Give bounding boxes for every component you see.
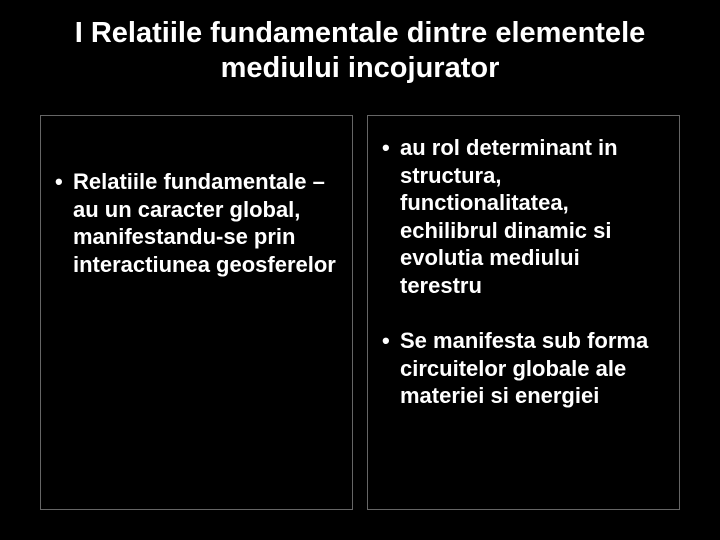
list-item-text: Se manifesta sub forma circuitelor globa… (400, 327, 665, 410)
left-column: • Relatiile fundamentale – au un caracte… (40, 115, 353, 510)
bullet-icon: • (55, 168, 73, 196)
list-item: • Relatiile fundamentale – au un caracte… (55, 168, 338, 278)
list-item-text: au rol determinant in structura, functio… (400, 134, 665, 299)
left-list: • Relatiile fundamentale – au un caracte… (55, 168, 338, 278)
right-list: • au rol determinant in structura, funct… (382, 134, 665, 410)
slide: I Relatiile fundamentale dintre elemente… (0, 0, 720, 540)
right-column: • au rol determinant in structura, funct… (367, 115, 680, 510)
list-item-text: Relatiile fundamentale – au un caracter … (73, 168, 338, 278)
list-item: • au rol determinant in structura, funct… (382, 134, 665, 299)
bullet-icon: • (382, 327, 400, 355)
slide-title: I Relatiile fundamentale dintre elemente… (40, 16, 680, 86)
bullet-icon: • (382, 134, 400, 162)
content-row: • Relatiile fundamentale – au un caracte… (40, 115, 680, 510)
list-item: • Se manifesta sub forma circuitelor glo… (382, 327, 665, 410)
